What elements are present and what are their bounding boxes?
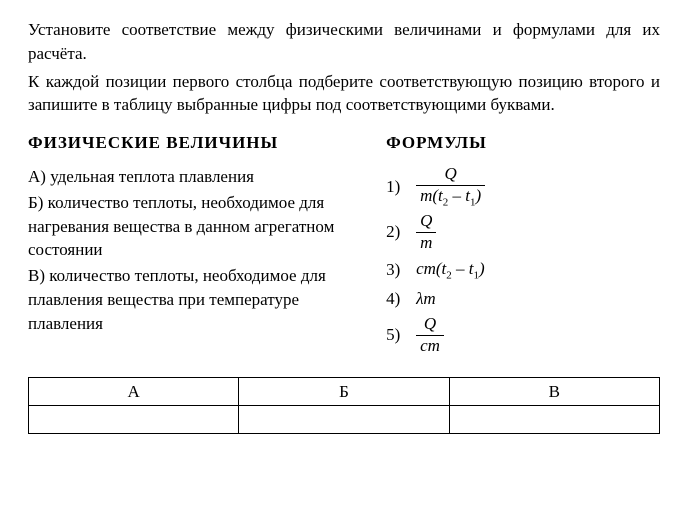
columns-wrap: ФИЗИЧЕСКИЕ ВЕЛИЧИНЫ А) удельная теплота …: [28, 131, 660, 359]
formula-5-denominator: cm: [416, 335, 444, 356]
formula-4-expr: λm: [416, 287, 436, 311]
cell-c[interactable]: [449, 406, 659, 434]
formula-5-num: 5): [386, 323, 408, 347]
table-row: А Б В: [29, 378, 660, 406]
formula-3: 3) cm(t2 – t1): [386, 257, 660, 284]
header-b: Б: [239, 378, 449, 406]
left-heading: ФИЗИЧЕСКИЕ ВЕЛИЧИНЫ: [28, 131, 354, 155]
formula-4-num: 4): [386, 287, 408, 311]
cell-a[interactable]: [29, 406, 239, 434]
formula-2: 2) Q m: [386, 212, 660, 252]
left-column: ФИЗИЧЕСКИЕ ВЕЛИЧИНЫ А) удельная теплота …: [28, 131, 354, 359]
formula-5-fraction: Q cm: [416, 315, 444, 355]
formula-2-numerator: Q: [416, 212, 436, 232]
right-heading: ФОРМУЛЫ: [386, 131, 660, 155]
answer-table: А Б В: [28, 377, 660, 434]
header-c: В: [449, 378, 659, 406]
header-a: А: [29, 378, 239, 406]
formula-3-num: 3): [386, 258, 408, 282]
formula-2-num: 2): [386, 220, 408, 244]
formula-5: 5) Q cm: [386, 315, 660, 355]
item-b: Б) количество теплоты, необходимое для н…: [28, 191, 354, 262]
formula-1-denominator: m(t2 – t1): [416, 185, 485, 208]
formula-2-denominator: m: [416, 232, 436, 253]
table-row: [29, 406, 660, 434]
formula-2-fraction: Q m: [416, 212, 436, 252]
formula-5-numerator: Q: [420, 315, 440, 335]
formula-1-num: 1): [386, 175, 408, 199]
formula-3-expr: cm(t2 – t1): [416, 257, 485, 284]
right-column: ФОРМУЛЫ 1) Q m(t2 – t1) 2) Q m 3) cm(t2 …: [382, 131, 660, 359]
intro-text: Установите соответствие между физическим…: [28, 18, 660, 66]
formula-1: 1) Q m(t2 – t1): [386, 165, 660, 208]
formula-4: 4) λm: [386, 287, 660, 311]
intro-text-2: К каждой позиции первого столбца подбери…: [28, 70, 660, 118]
formula-1-numerator: Q: [440, 165, 460, 185]
item-a: А) удельная теплота плавления: [28, 165, 354, 189]
formula-1-fraction: Q m(t2 – t1): [416, 165, 485, 208]
item-c: В) количество теплоты, необходимое для п…: [28, 264, 354, 335]
cell-b[interactable]: [239, 406, 449, 434]
